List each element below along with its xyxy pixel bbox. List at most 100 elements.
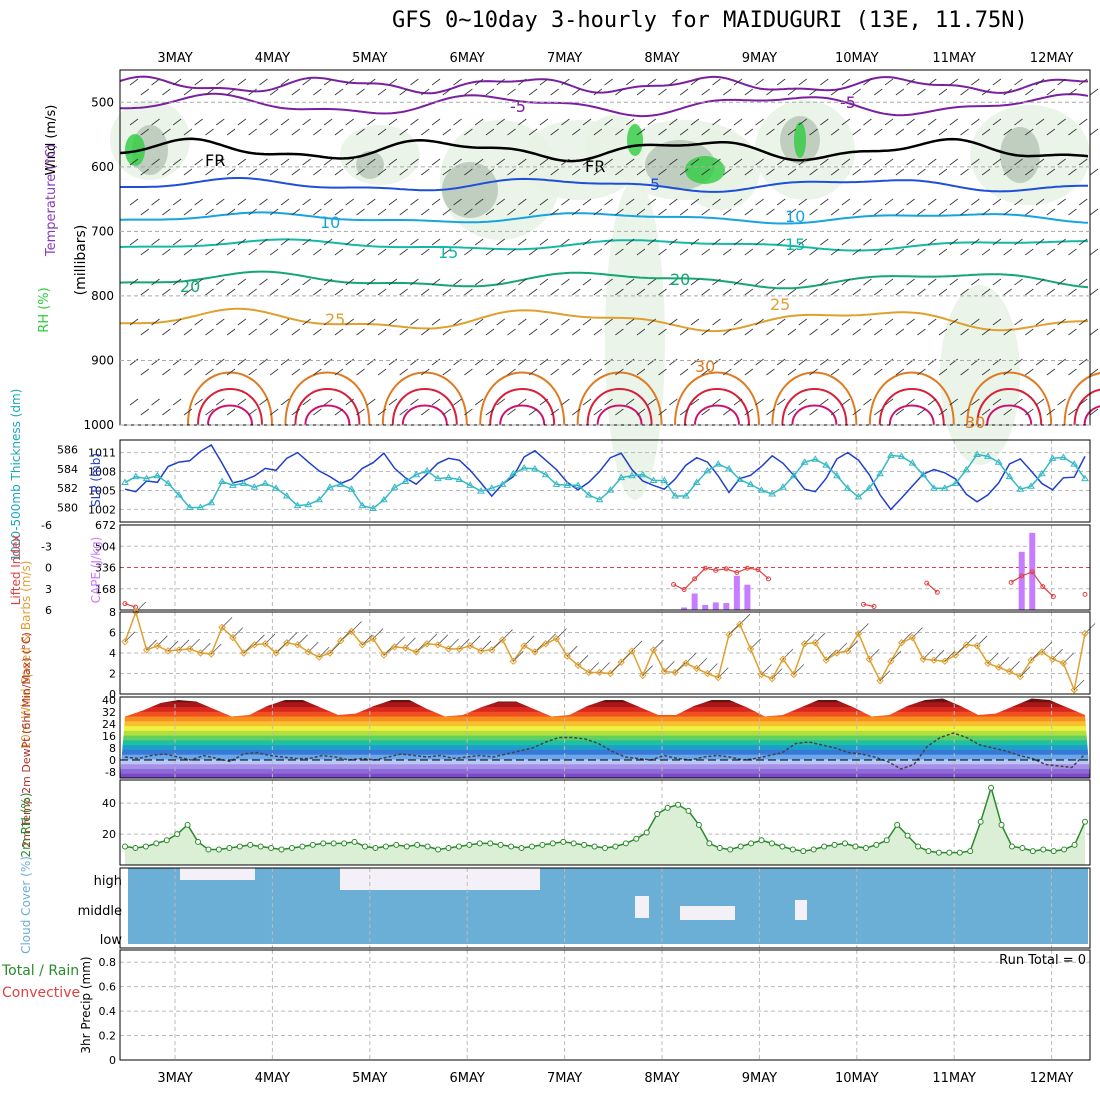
wind-barb xyxy=(399,88,408,96)
wind-speed-point xyxy=(585,668,593,677)
wind-barb xyxy=(1068,208,1077,216)
wind-barb xyxy=(690,278,700,286)
li-point xyxy=(122,601,128,607)
wind-barb xyxy=(172,358,182,366)
wind-barb xyxy=(593,168,603,176)
wind-barb xyxy=(1025,368,1034,376)
wind-barb xyxy=(226,88,236,96)
wind-barb xyxy=(593,208,603,216)
rh-line-point xyxy=(560,838,567,845)
wind-barb xyxy=(269,368,279,376)
wind-barb xyxy=(852,288,861,296)
wind-barb xyxy=(604,318,613,326)
wind-speed-point xyxy=(239,649,248,657)
isotherm-loop xyxy=(1073,388,1100,426)
wind-speed-point xyxy=(779,655,787,663)
wind-barb xyxy=(280,358,290,366)
wind-barb xyxy=(841,158,851,166)
isotherm-loop xyxy=(791,404,838,426)
slp-line xyxy=(124,443,1086,511)
wind-barb xyxy=(625,78,635,86)
wind-speed-point xyxy=(369,634,377,643)
wind-barb xyxy=(917,368,926,376)
wind-barb xyxy=(830,88,840,96)
wind-barb xyxy=(377,408,387,416)
rh-line-point xyxy=(320,840,327,847)
thickness-point xyxy=(239,479,248,486)
wind-barb xyxy=(874,248,883,256)
rh-line-point xyxy=(1050,848,1057,855)
wind-barb xyxy=(593,328,603,336)
li-tick-label: 6 xyxy=(45,604,52,617)
thickness-point xyxy=(164,479,173,486)
wind-barb xyxy=(248,168,257,176)
rh-region-moist xyxy=(627,124,643,156)
wind-barb xyxy=(766,168,775,176)
wind-barb xyxy=(906,78,915,86)
wind-barb xyxy=(183,288,193,296)
wind-barb xyxy=(971,238,980,246)
wind-barb xyxy=(345,118,354,126)
temp-band xyxy=(120,720,1090,727)
thickness-point xyxy=(228,481,237,488)
wind-speed-point xyxy=(574,661,582,670)
wind-barb xyxy=(226,128,236,136)
wind-barb xyxy=(776,198,786,206)
wind-barb xyxy=(226,248,236,256)
wind-barb xyxy=(539,198,549,206)
wind-barb xyxy=(895,288,905,296)
wind-barb xyxy=(884,238,894,246)
wind-speed-point xyxy=(466,642,474,650)
wind-barb xyxy=(723,168,732,176)
wind-speed-point xyxy=(725,630,733,639)
wind-barb xyxy=(582,78,592,86)
upper-mb-label: (millibars) xyxy=(73,225,89,296)
wind-barb xyxy=(237,398,247,406)
wind-barb xyxy=(647,318,656,326)
wind-barb xyxy=(992,78,1002,86)
temp-tick-label: 40 xyxy=(102,694,116,707)
wind-barb xyxy=(291,168,301,176)
temp-band xyxy=(120,701,1090,708)
wind-barb xyxy=(852,368,861,376)
wind-barb xyxy=(507,88,516,96)
thickness-tick-label: 582 xyxy=(57,482,78,495)
wind-barb xyxy=(755,78,764,86)
wind-speed-point xyxy=(293,641,302,649)
wind-barb xyxy=(183,208,193,216)
wind-barb xyxy=(690,158,700,166)
wind-barb xyxy=(895,328,905,336)
wind-barb xyxy=(162,248,171,256)
wind-barb xyxy=(550,328,559,336)
wind-speed-point xyxy=(563,652,571,660)
wind-barb xyxy=(971,318,980,326)
day-label-bottom: 3MAY xyxy=(157,1071,192,1086)
wind-barb xyxy=(410,398,419,406)
wind-barb xyxy=(485,408,495,416)
wind-barb xyxy=(550,88,559,96)
wind-barb xyxy=(906,398,915,406)
wind-barb xyxy=(636,248,646,256)
wind-barb xyxy=(744,88,754,96)
wind-barb xyxy=(183,88,193,96)
wind-barb xyxy=(712,118,721,126)
wind-barb xyxy=(992,278,1002,286)
wind-barb xyxy=(960,128,969,136)
rh-line-point xyxy=(779,843,786,850)
wind-speed-point xyxy=(887,657,895,665)
wind-barb xyxy=(172,198,182,206)
wind-barb xyxy=(733,278,743,286)
isotherm-loop xyxy=(187,371,273,426)
wind-speed-point xyxy=(876,676,884,685)
rh-line-point xyxy=(789,846,796,853)
wind-barb xyxy=(798,398,808,406)
wind-barb xyxy=(690,238,700,246)
wind-barb xyxy=(572,408,581,416)
wind-barb xyxy=(550,408,559,416)
cape-tick-label: 672 xyxy=(95,519,116,532)
wind-barb xyxy=(1014,238,1023,246)
wind-barb xyxy=(1025,408,1034,416)
li-tick-label: 3 xyxy=(45,583,52,596)
li-point xyxy=(702,565,708,571)
li-tick-label: 0 xyxy=(45,562,52,575)
